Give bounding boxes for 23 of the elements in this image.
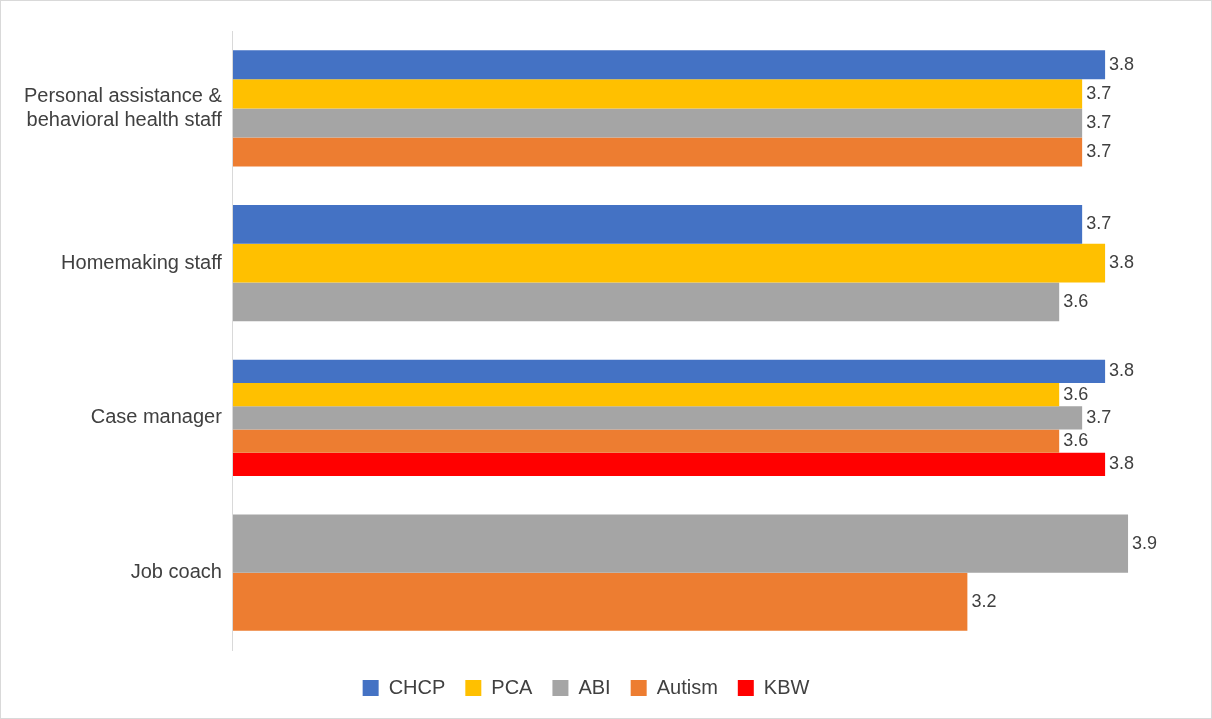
data-label: 3.6 bbox=[1063, 290, 1089, 311]
data-label: 3.8 bbox=[1109, 453, 1135, 474]
data-label: 3.7 bbox=[1086, 406, 1112, 427]
y-tick-label: Homemaking staff bbox=[61, 250, 223, 273]
data-label: 3.8 bbox=[1109, 360, 1135, 381]
legend-label: KBW bbox=[763, 675, 810, 698]
data-label: 3.6 bbox=[1063, 430, 1089, 451]
data-label: 3.8 bbox=[1109, 53, 1135, 74]
legend-label: CHCP bbox=[388, 675, 446, 698]
data-label: 3.6 bbox=[1063, 383, 1089, 404]
data-label: 3.9 bbox=[1132, 532, 1158, 553]
y-tick-label: Personal assistance & behavioral health staff bbox=[23, 83, 223, 130]
legend-label: Autism bbox=[656, 675, 718, 698]
y-tick-label: Job coach bbox=[130, 560, 222, 583]
legend-label: PCA bbox=[491, 675, 534, 698]
data-label: 3.2 bbox=[971, 590, 997, 611]
data-label: 3.7 bbox=[1086, 140, 1112, 161]
y-tick-label: Case manager bbox=[90, 405, 223, 428]
legend-label: ABI bbox=[578, 675, 611, 698]
data-label: 3.7 bbox=[1086, 82, 1112, 103]
data-label: 3.7 bbox=[1086, 111, 1112, 132]
data-label: 3.7 bbox=[1086, 213, 1112, 234]
data-label: 3.8 bbox=[1109, 252, 1135, 273]
